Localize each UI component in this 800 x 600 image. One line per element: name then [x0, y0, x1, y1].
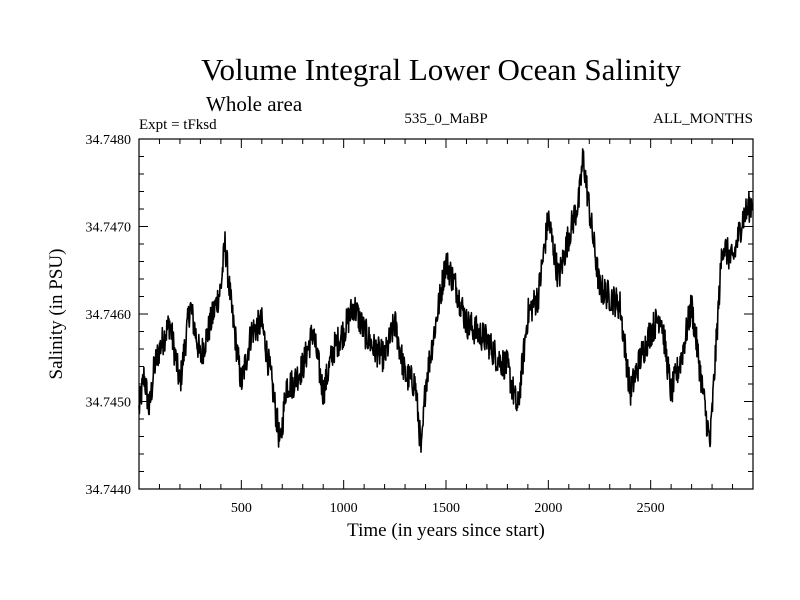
- y-tick-label: 34.7470: [86, 221, 132, 236]
- run-label: 535_0_MaBP: [404, 111, 487, 127]
- x-tick-label: 500: [231, 501, 252, 516]
- months-label: ALL_MONTHS: [653, 111, 753, 127]
- y-tick-label: 34.7480: [86, 133, 132, 148]
- axis-ticks: [139, 138, 753, 490]
- x-tick-label: 1000: [330, 501, 358, 516]
- x-axis-label: Time (in years since start): [347, 520, 545, 541]
- chart-subtitle: Whole area: [206, 92, 303, 116]
- y-tick-label: 34.7450: [86, 396, 132, 411]
- y-tick-labels: 34.7440 34.7450 34.7460 34.7470 34.7480: [86, 133, 132, 498]
- y-tick-label: 34.7460: [86, 308, 132, 323]
- x-tick-label: 2000: [534, 501, 562, 516]
- plot-frame: [138, 138, 754, 490]
- x-tick-label: 2500: [637, 501, 665, 516]
- chart-title: Volume Integral Lower Ocean Salinity: [201, 52, 681, 87]
- y-tick-label: 34.7440: [86, 483, 132, 498]
- expt-label: Expt = tFksd: [139, 117, 217, 133]
- salinity-series-line: [138, 148, 754, 453]
- x-tick-label: 1500: [432, 501, 460, 516]
- y-axis-label: Salinity (in PSU): [46, 249, 67, 380]
- x-tick-labels: 500 1000 1500 2000 2500: [231, 501, 665, 516]
